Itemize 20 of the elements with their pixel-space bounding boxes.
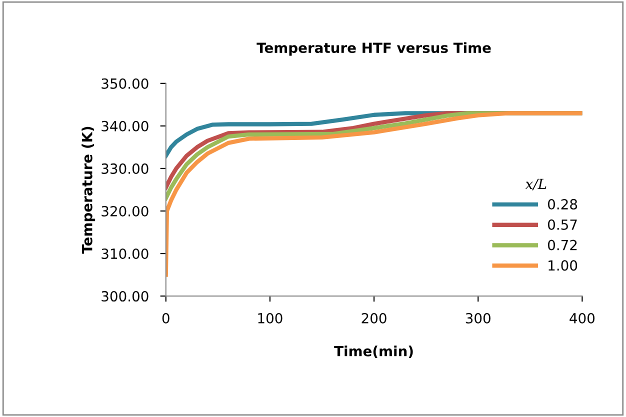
x-tick-label: 200 (362, 312, 386, 324)
x-tick-label: 400 (570, 312, 595, 324)
legend-label: 0.28 (548, 199, 578, 210)
y-tick-label: 310.00 (102, 248, 148, 260)
x-tick-label: 0 (162, 312, 170, 324)
legend-label: 0.57 (548, 219, 577, 230)
y-tick-label: 320.00 (102, 206, 148, 216)
y-tick-label: 300.00 (102, 291, 148, 302)
legend-title: x/L (525, 178, 546, 190)
legend-label: 1.00 (548, 260, 578, 271)
y-tick-label: 350.00 (102, 78, 148, 89)
legend-label: 0.72 (548, 240, 577, 250)
y-tick-label: 340.00 (102, 120, 148, 132)
x-tick-label: 100 (258, 312, 282, 324)
chart-title: Temperature HTF versus Time (256, 42, 491, 56)
y-axis-title: Temperature (K) (82, 126, 96, 254)
line-series (166, 111, 582, 277)
x-axis-title: Time(min) (334, 346, 413, 358)
x-tick-label: 300 (466, 312, 490, 324)
y-tick-label: 330.00 (102, 163, 148, 174)
